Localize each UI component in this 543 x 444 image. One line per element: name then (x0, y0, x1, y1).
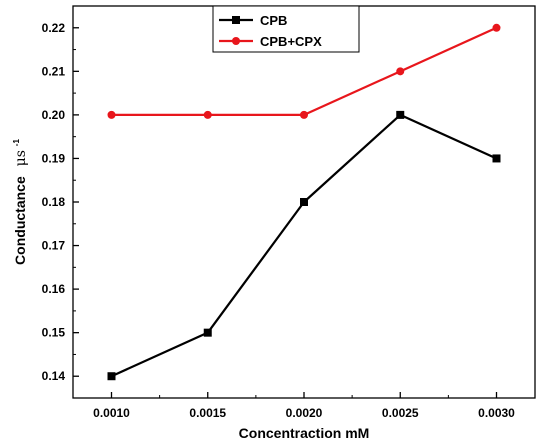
x-axis-ticks: 0.0010 0.0015 0.0020 0.0025 0.0030 (93, 392, 515, 420)
y-tick-label: 0.22 (42, 21, 66, 35)
legend-item-cpb: CPB (219, 13, 287, 28)
y-axis-unit-exponent: -1 (12, 139, 21, 147)
data-point-cpb (492, 154, 501, 163)
y-tick-label: 0.14 (42, 369, 66, 383)
y-tick-label: 0.16 (42, 282, 66, 296)
y-tick-label: 0.17 (42, 239, 66, 253)
data-point-cpb-cpx (492, 23, 501, 32)
data-point-cpb-cpx (203, 110, 212, 119)
y-axis-label: Conductance (12, 176, 28, 265)
series-line-cpb (111, 113, 497, 378)
data-point-cpb-cpx (396, 67, 405, 76)
data-point-cpb-cpx (300, 110, 308, 119)
y-axis-unit: μs (13, 150, 29, 166)
legend-marker-cpb-cpx (232, 37, 240, 45)
y-tick-label: 0.15 (42, 326, 66, 340)
y-tick-label: 0.21 (42, 64, 66, 78)
x-tick-label: 0.0025 (382, 406, 419, 420)
x-tick-label: 0.0020 (286, 406, 323, 420)
y-tick-label: 0.20 (42, 108, 66, 122)
x-tick-label: 0.0015 (189, 406, 226, 420)
legend-label-cpb-cpx: CPB+CPX (260, 34, 322, 49)
y-tick-label: 0.19 (42, 151, 66, 165)
legend-label-cpb: CPB (260, 13, 287, 28)
y-axis-ticks: 0.14 0.15 0.16 0.17 0.18 0.19 0.20 0.21 0.22 (42, 21, 79, 383)
legend-marker-cpb (232, 16, 240, 24)
x-tick-label: 0.0010 (93, 406, 130, 420)
y-tick-label: 0.18 (42, 195, 66, 209)
x-axis-title: Concentraction mM (239, 425, 370, 441)
legend: CPB CPB+CPX (212, 5, 360, 53)
data-point-cpb (300, 198, 308, 206)
data-point-cpb (396, 110, 405, 119)
x-tick-label: 0.0030 (478, 406, 515, 420)
data-point-cpb-cpx (107, 110, 116, 119)
data-point-cpb (203, 328, 212, 337)
legend-item-cpb-cpx: CPB+CPX (219, 34, 322, 49)
legend-box (212, 5, 360, 53)
data-point-cpb (107, 372, 116, 381)
y-axis-title: Conductance μs -1 (12, 139, 29, 265)
series-layer (107, 23, 501, 381)
